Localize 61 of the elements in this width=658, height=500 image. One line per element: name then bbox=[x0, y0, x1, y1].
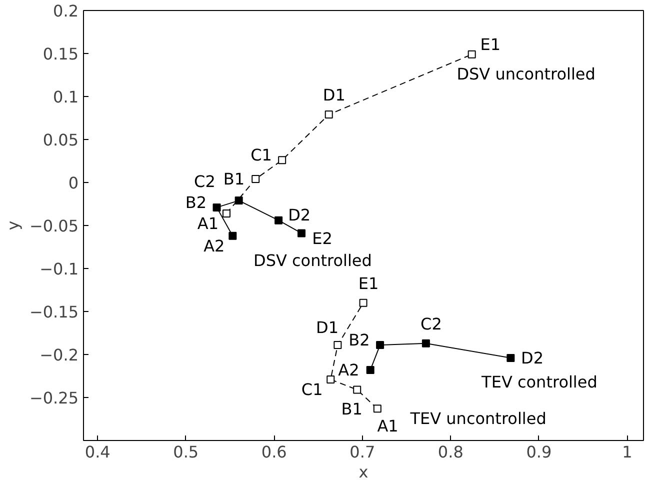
x-tick-label: 0.5 bbox=[173, 442, 199, 462]
x-tick-label: 1 bbox=[622, 442, 632, 462]
annotation: C2 bbox=[194, 172, 216, 192]
annotation: C2 bbox=[420, 314, 442, 334]
point bbox=[252, 175, 260, 184]
point bbox=[234, 196, 243, 205]
x-tick-label: 0.9 bbox=[526, 442, 552, 462]
annotation: B2 bbox=[185, 192, 207, 212]
y-tick-label: −0.05 bbox=[29, 216, 78, 236]
annotation: A2 bbox=[204, 236, 225, 256]
annotation: B1 bbox=[223, 170, 245, 189]
annotation: E1 bbox=[480, 34, 501, 54]
y-tick-label: 0.2 bbox=[53, 2, 79, 20]
point bbox=[353, 386, 362, 394]
y-tick-label: 0.15 bbox=[42, 44, 78, 64]
point bbox=[278, 156, 286, 164]
point bbox=[422, 339, 430, 348]
point bbox=[376, 341, 384, 350]
annotation: DSV uncontrolled bbox=[456, 64, 596, 84]
point bbox=[298, 229, 306, 238]
annotation: DSV controlled bbox=[254, 250, 372, 270]
annotation: A1 bbox=[377, 416, 398, 436]
y-tick-label: 0.05 bbox=[42, 130, 78, 150]
point bbox=[373, 404, 382, 413]
point bbox=[366, 366, 374, 374]
annotation: A1 bbox=[197, 214, 219, 233]
annotation: D1 bbox=[322, 86, 346, 105]
y-tick-label: −0.15 bbox=[29, 302, 78, 322]
point bbox=[468, 50, 476, 58]
x-axis-title: x bbox=[358, 462, 368, 482]
x-tick-label: 0.4 bbox=[84, 442, 110, 462]
annotation: TEV uncontrolled bbox=[409, 409, 546, 428]
y-tick-label: −0.25 bbox=[29, 388, 78, 408]
point bbox=[326, 375, 335, 384]
point bbox=[228, 232, 237, 240]
annotation: C1 bbox=[250, 145, 272, 164]
x-tick-label: 0.8 bbox=[438, 442, 464, 462]
annotation: D2 bbox=[521, 348, 544, 368]
y-axis-title: y bbox=[3, 220, 22, 230]
annotation: D1 bbox=[316, 318, 339, 338]
point bbox=[324, 110, 333, 119]
annotation: D2 bbox=[288, 206, 311, 225]
annotation: TEV controlled bbox=[480, 372, 598, 392]
point bbox=[212, 203, 221, 212]
point bbox=[274, 216, 283, 224]
annotation: B2 bbox=[348, 330, 370, 350]
y-tick-label: 0.1 bbox=[53, 88, 79, 106]
annotation: C1 bbox=[301, 380, 323, 399]
annotation: B1 bbox=[341, 400, 362, 419]
y-tick-label: −0.1 bbox=[40, 260, 79, 278]
point bbox=[359, 298, 368, 307]
y-tick-label: 0 bbox=[68, 174, 79, 192]
x-tick-label: 0.6 bbox=[261, 442, 287, 462]
point bbox=[222, 209, 230, 218]
point bbox=[506, 354, 515, 362]
annotation: A2 bbox=[338, 360, 360, 380]
y-tick-label: −0.2 bbox=[40, 346, 79, 364]
x-tick-label: 0.7 bbox=[350, 442, 376, 462]
point bbox=[334, 341, 342, 350]
annotation: E2 bbox=[312, 228, 332, 248]
annotation: E1 bbox=[358, 274, 379, 294]
